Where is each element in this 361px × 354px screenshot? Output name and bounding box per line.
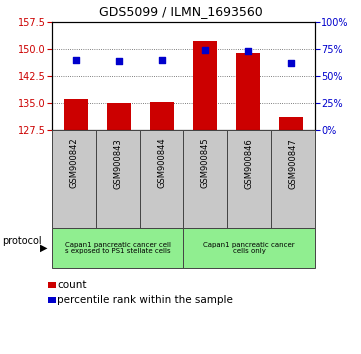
Text: GSM900842: GSM900842 bbox=[69, 138, 78, 188]
Text: Capan1 pancreatic cancer cell
s exposed to PS1 stellate cells: Capan1 pancreatic cancer cell s exposed … bbox=[65, 241, 171, 255]
Point bbox=[73, 57, 79, 63]
Text: GSM900846: GSM900846 bbox=[245, 138, 254, 189]
Text: Capan1 pancreatic cancer
cells only: Capan1 pancreatic cancer cells only bbox=[204, 241, 295, 255]
Point bbox=[159, 57, 165, 63]
Text: GSM900845: GSM900845 bbox=[201, 138, 210, 188]
Point bbox=[202, 47, 208, 52]
Bar bbox=[236, 53, 260, 130]
Text: GSM900843: GSM900843 bbox=[113, 138, 122, 189]
Text: GDS5099 / ILMN_1693560: GDS5099 / ILMN_1693560 bbox=[99, 5, 262, 18]
Text: protocol: protocol bbox=[2, 236, 42, 246]
Bar bbox=[150, 102, 174, 130]
Point bbox=[245, 48, 251, 54]
Bar bbox=[193, 41, 217, 130]
Text: count: count bbox=[57, 280, 87, 290]
Point bbox=[288, 60, 294, 66]
Bar bbox=[107, 103, 131, 130]
Bar bbox=[279, 118, 303, 130]
Bar bbox=[64, 99, 88, 130]
Text: percentile rank within the sample: percentile rank within the sample bbox=[57, 295, 233, 305]
Text: GSM900844: GSM900844 bbox=[157, 138, 166, 188]
Text: GSM900847: GSM900847 bbox=[288, 138, 297, 189]
Point bbox=[116, 59, 122, 64]
Text: ▶: ▶ bbox=[40, 243, 48, 253]
